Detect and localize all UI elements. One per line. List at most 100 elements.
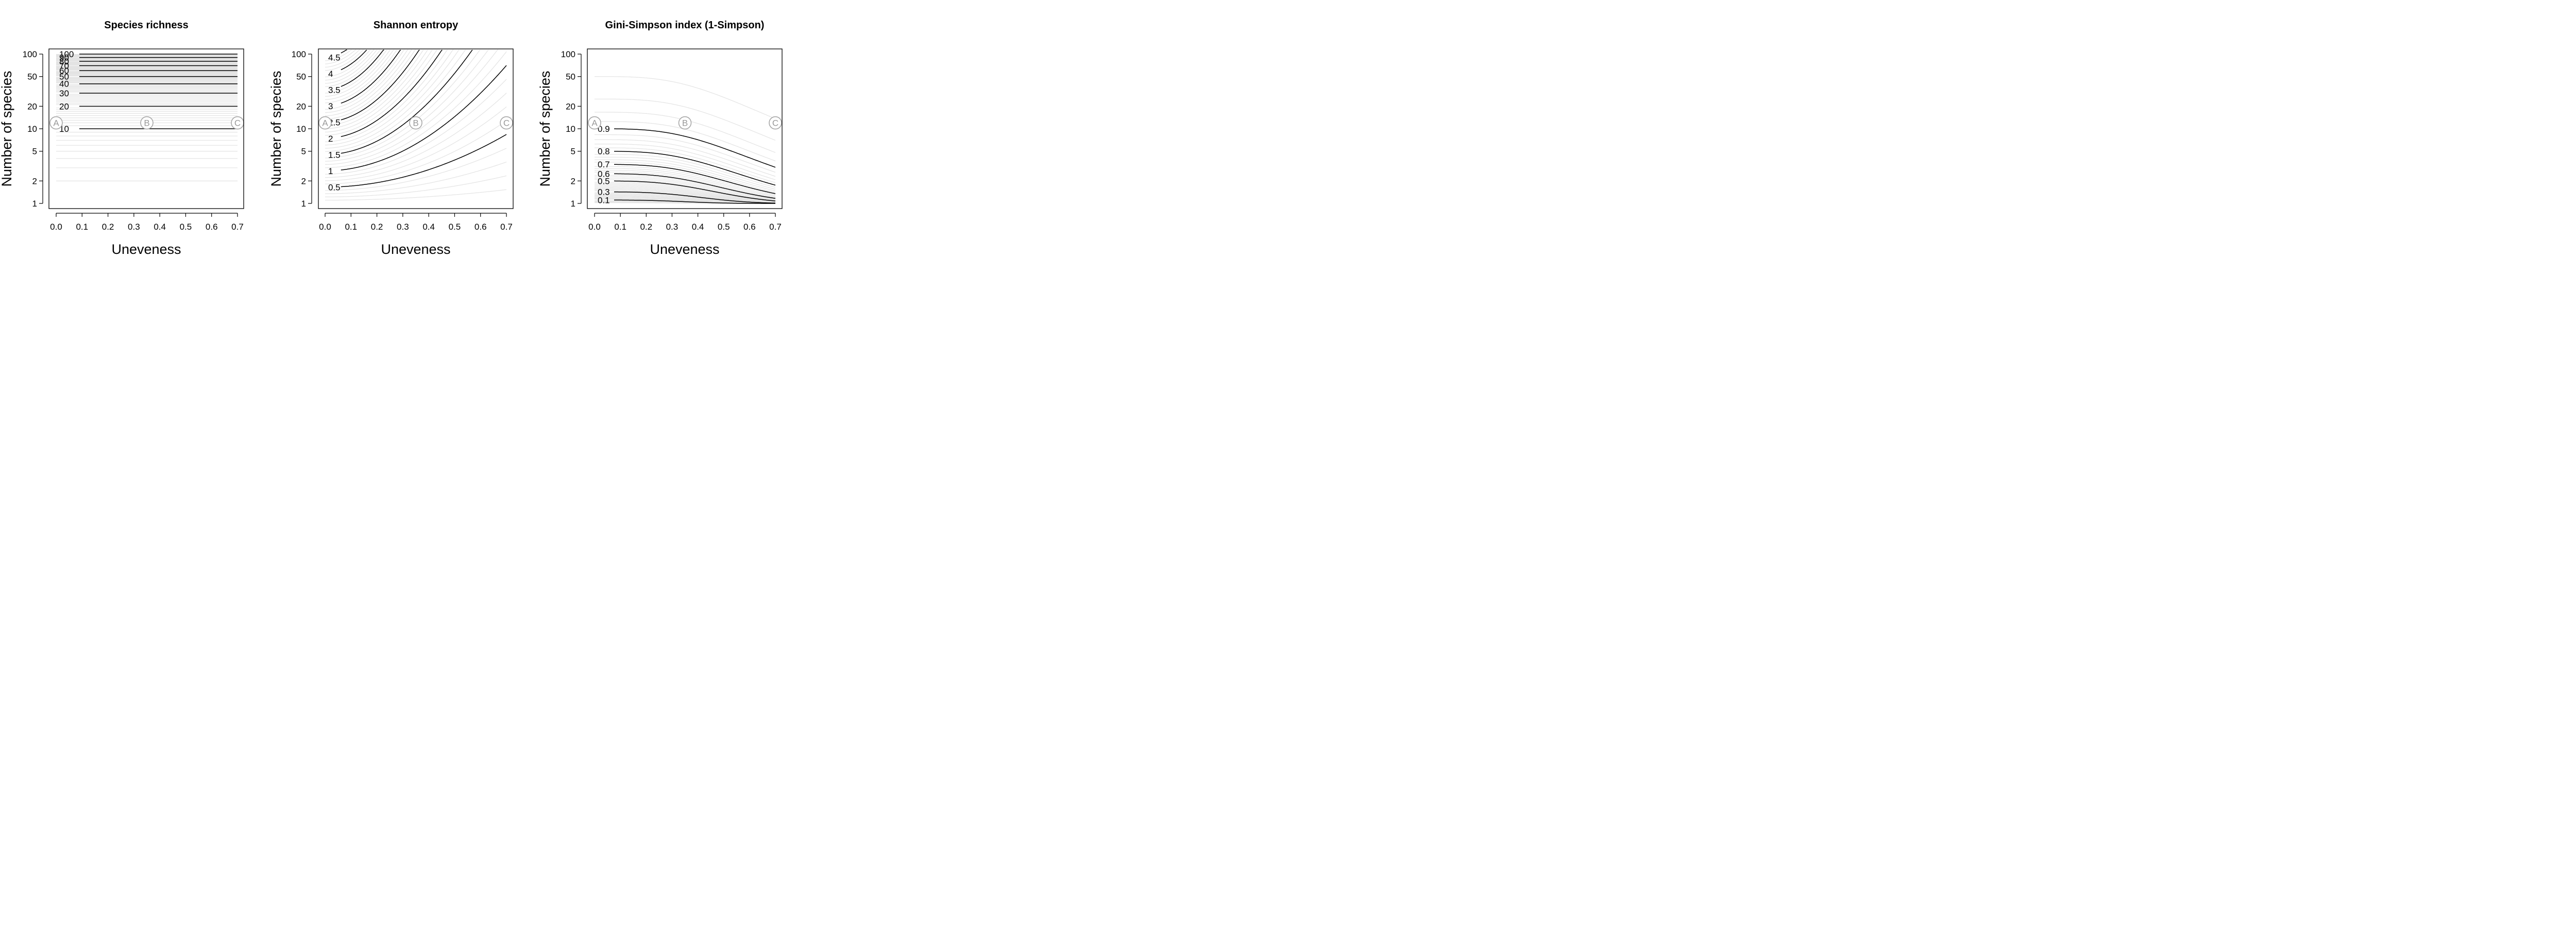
contour-minor (595, 166, 776, 195)
marker-a-circle (588, 116, 601, 130)
contour-label: 0.6 (598, 169, 610, 179)
contour-minor (595, 144, 776, 180)
contour-major (614, 151, 776, 186)
contour-label: 3 (328, 101, 333, 111)
contour-minor (595, 157, 776, 190)
x-tick-label: 0.3 (128, 222, 140, 232)
contour-label: 0.5 (328, 183, 341, 193)
y-tick-label: 20 (296, 101, 306, 111)
contour-label: 4.5 (328, 53, 341, 63)
contour-minor (595, 159, 776, 192)
contour-minor (325, 49, 397, 104)
marker-a-circle (318, 116, 332, 130)
y-tick-label: 100 (292, 49, 306, 59)
contour-label: 0.5 (598, 176, 610, 186)
contour-minor (595, 134, 776, 173)
contour-label: 0.8 (598, 147, 610, 157)
contour-minor (325, 49, 405, 110)
panel-title: Species richness (104, 20, 188, 31)
contour-major (614, 191, 775, 204)
contour-label: 0.1 (598, 195, 610, 205)
contour-major (614, 199, 775, 204)
marker-c-circle (769, 116, 782, 130)
y-tick-label: 20 (566, 101, 575, 111)
marker-b-circle (140, 116, 154, 130)
contour-major (341, 49, 443, 137)
contour-minor (595, 187, 775, 203)
y-tick-label: 2 (571, 176, 575, 186)
contour-label: 0.9 (598, 124, 610, 134)
contour-minor (325, 120, 507, 184)
plot-frame (587, 48, 783, 209)
contour-major (614, 180, 776, 201)
x-tick-label: 0.1 (76, 222, 88, 232)
x-tick-label: 0.3 (397, 222, 409, 232)
contour-label: 0.3 (598, 187, 610, 197)
contour-label: 10 (59, 124, 69, 134)
x-tick-label: 0.0 (588, 222, 601, 232)
contour-minor (325, 49, 387, 94)
contour-minor (325, 49, 498, 165)
contour-minor (595, 182, 776, 202)
x-tick-label: 0.4 (154, 222, 166, 232)
y-tick-label: 2 (32, 176, 37, 186)
contour-minor (325, 49, 412, 116)
x-tick-label: 0.4 (692, 222, 704, 232)
contour-label: 0.7 (598, 160, 610, 169)
contour-label: 70 (59, 61, 69, 71)
contour-minor (325, 49, 391, 97)
plot-frame (318, 48, 514, 209)
marker-label: B (144, 118, 149, 128)
contour-minor (595, 188, 776, 203)
x-tick-label: 0.0 (50, 222, 62, 232)
contour-minor (595, 190, 775, 203)
contour-minor (595, 162, 776, 193)
y-tick-label: 1 (571, 199, 575, 209)
contour-label: 60 (59, 66, 69, 76)
contour-minor (325, 49, 437, 136)
contour-minor (595, 176, 776, 200)
contour-labels: 0.10.30.50.60.7 0.8 0.9 (598, 124, 610, 205)
contour-minor (325, 49, 460, 149)
y-axis: 1 2 5 10 20 50 100 (561, 49, 582, 209)
contour-minor (325, 189, 507, 201)
contour-minor (325, 51, 507, 168)
contour-major (341, 49, 401, 104)
marker-b-circle (409, 116, 422, 130)
contour-minor (325, 106, 507, 181)
y-tick-label: 50 (566, 72, 575, 82)
x-tick-label: 0.7 (231, 222, 244, 232)
contour-minor (325, 79, 507, 175)
contour-label: 1 (328, 166, 333, 176)
contour-minor (325, 49, 371, 77)
x-tick-label: 0.3 (666, 222, 679, 232)
contour-minor (325, 49, 357, 64)
contour-lines (56, 54, 238, 181)
contour-minor (325, 49, 394, 100)
contour-minor (325, 49, 409, 113)
contour-minor (325, 49, 416, 119)
contour-minor (325, 49, 481, 159)
y-tick-label: 100 (23, 49, 37, 59)
panel-title: Shannon entropy (374, 20, 459, 31)
contour-minor (325, 162, 507, 194)
y-axis: 1 2 5 10 20 50 100 (23, 49, 43, 209)
y-tick-label: 10 (27, 124, 37, 134)
contour-minor (325, 49, 454, 146)
x-axis-label: Uneveness (381, 242, 450, 257)
x-tick-label: 0.5 (449, 222, 461, 232)
plot-frame (48, 48, 244, 209)
marker-label: C (234, 118, 241, 128)
contour-minor (595, 147, 776, 183)
contour-minor (595, 179, 776, 201)
x-axis-label: Uneveness (650, 242, 719, 257)
marker-label: C (503, 118, 510, 128)
marker-label: A (591, 118, 598, 128)
point-markers: A B C (588, 116, 782, 130)
marker-label: B (682, 118, 688, 128)
y-tick-label: 5 (301, 147, 306, 157)
contour-major (614, 128, 776, 168)
contour-minor (595, 183, 776, 202)
